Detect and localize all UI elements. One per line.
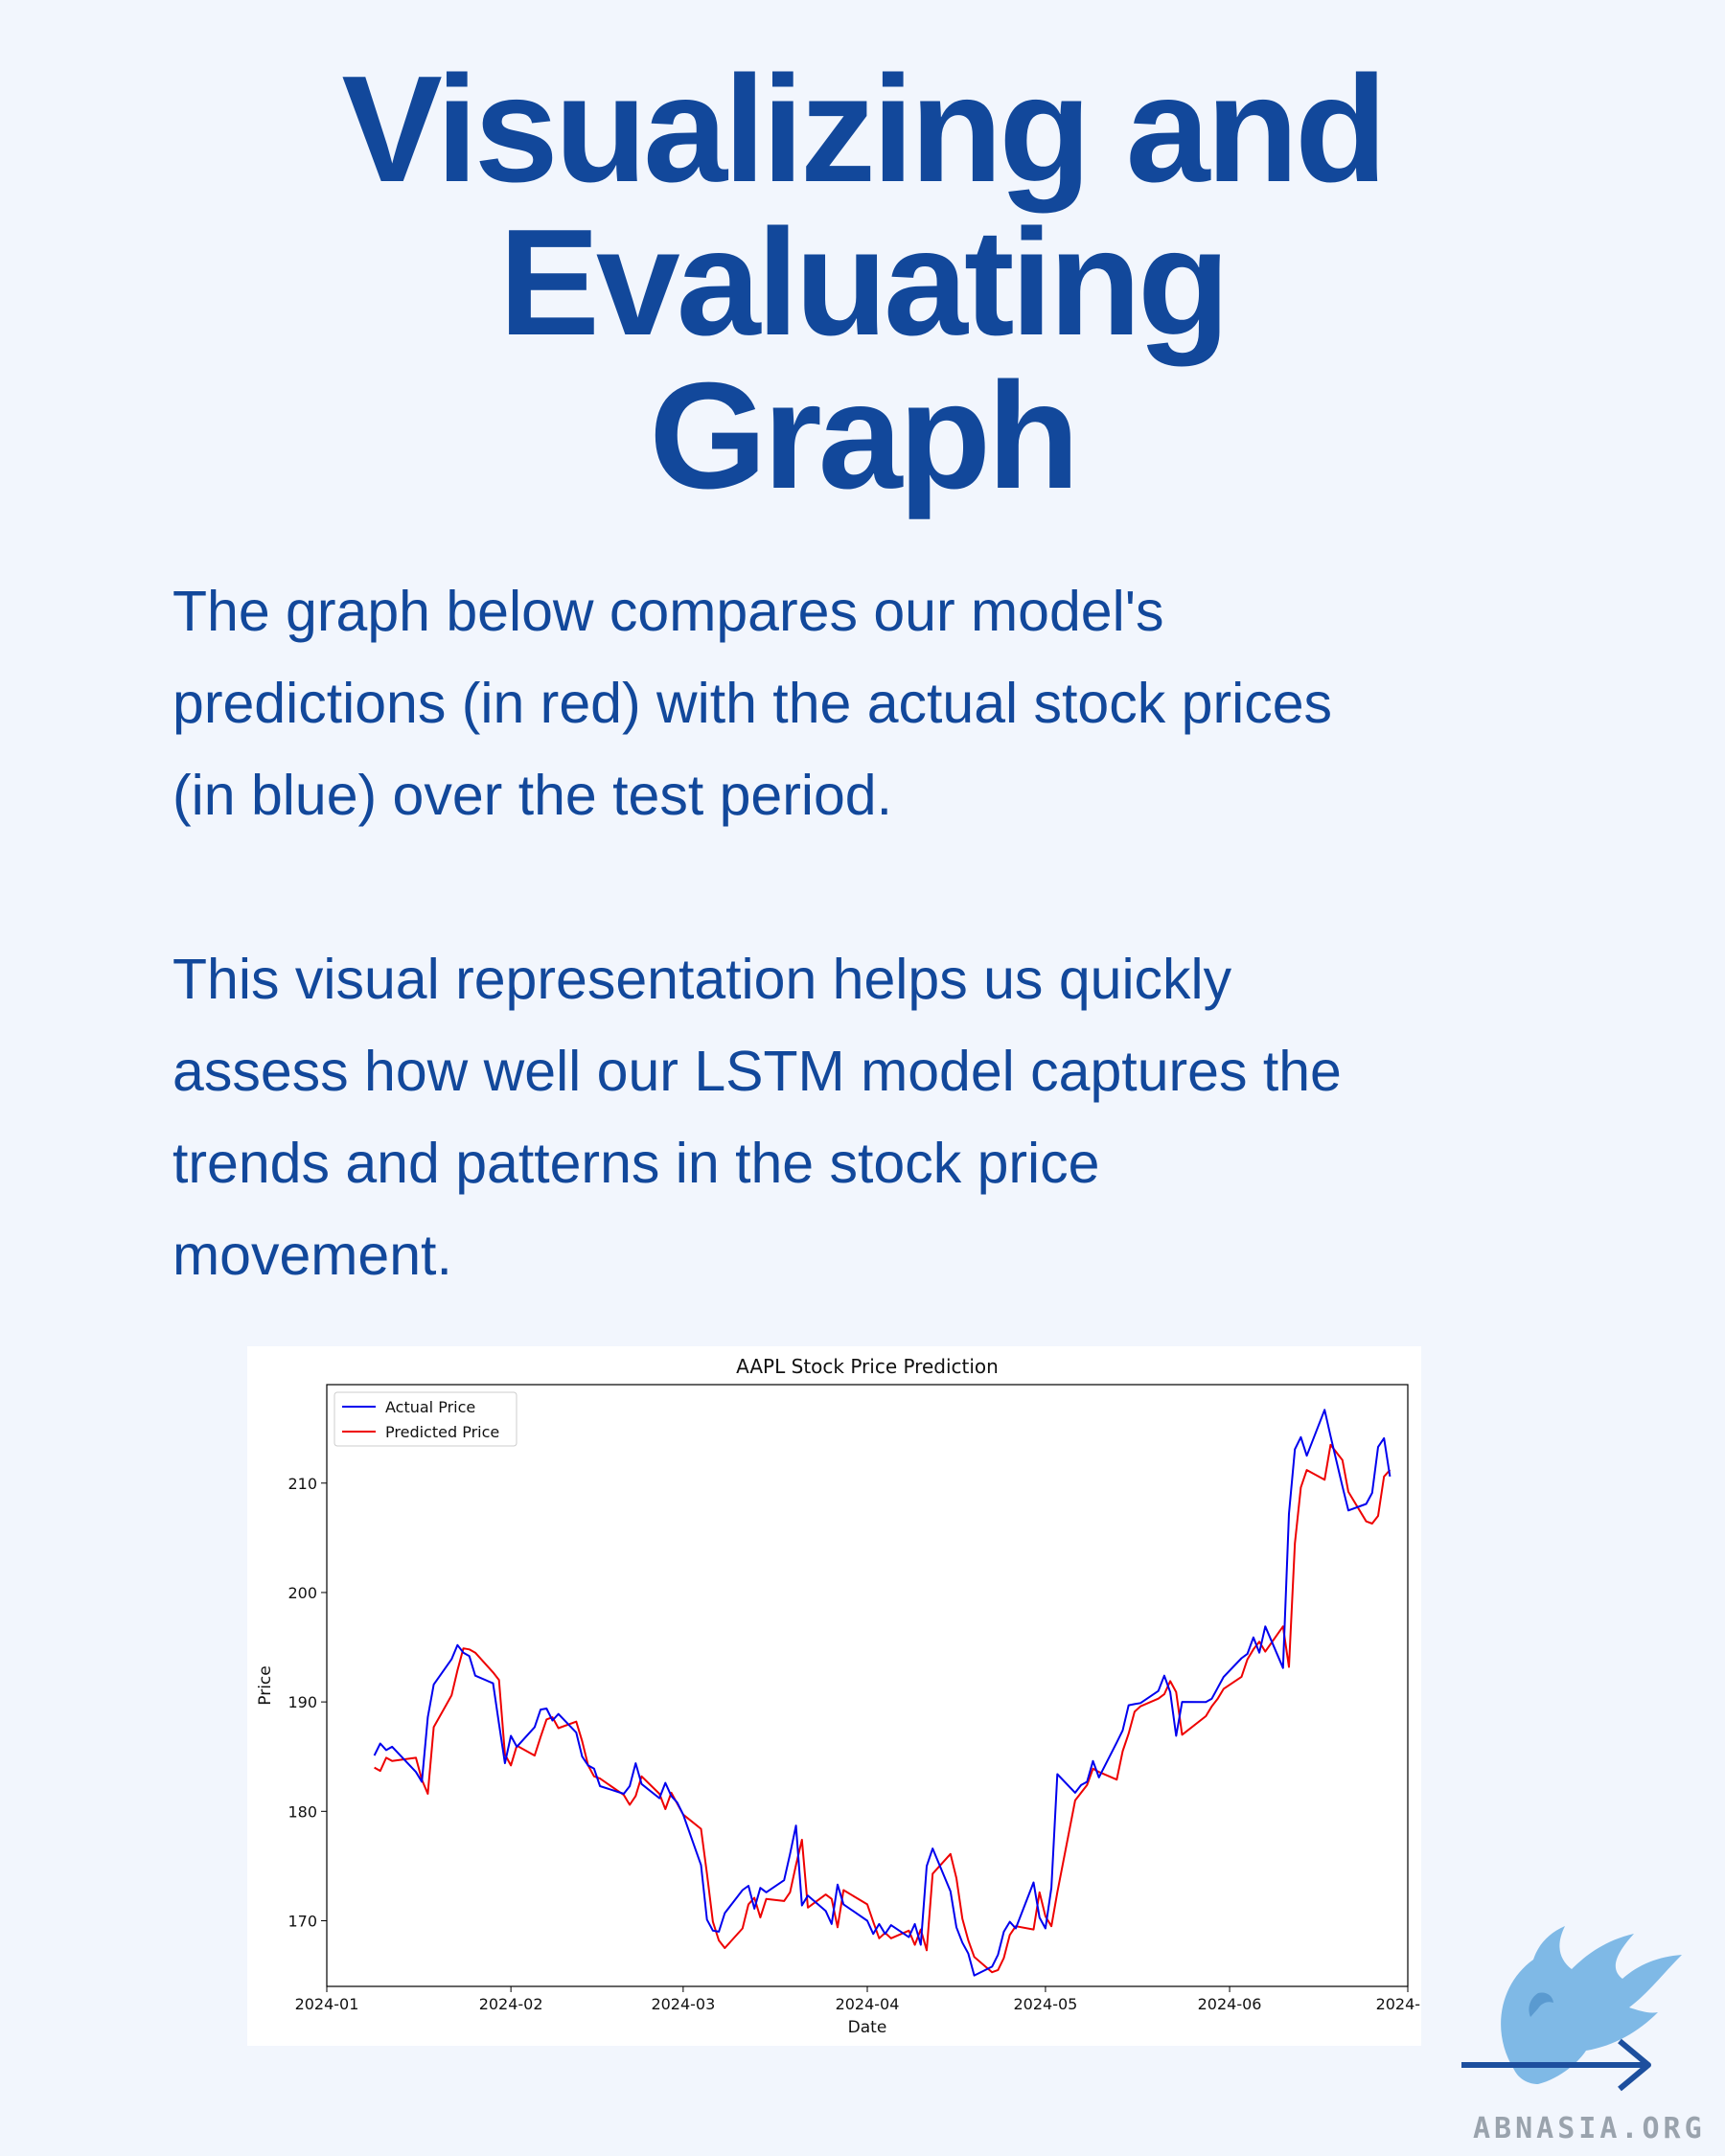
- p2-line-3: trends and patterns in the stock price: [172, 1132, 1100, 1195]
- x-tick-label: 2024-03: [651, 1995, 715, 2013]
- plot-frame: [326, 1384, 1409, 1987]
- legend-label-predicted: Predicted Price: [385, 1423, 499, 1441]
- title-line-2: Evaluating: [498, 198, 1230, 367]
- chart-card: 2024-01 2024-02 2024-03 2024-04 2024-05 2024-…: [247, 1346, 1421, 2046]
- p2-line-1: This visual representation helps us quic…: [172, 948, 1232, 1011]
- p1-line-2: predictions (in red) with the actual sto…: [172, 672, 1333, 735]
- page-title: Visualizing and Evaluating Graph: [0, 53, 1725, 513]
- title-line-1: Visualizing and: [341, 45, 1387, 214]
- y-tick-label: 210: [288, 1475, 317, 1493]
- p1-line-1: The graph below compares our model's: [172, 580, 1164, 643]
- stock-price-chart: 2024-01 2024-02 2024-03 2024-04 2024-05 2024-…: [256, 1355, 1421, 2037]
- y-tick-label: 190: [288, 1693, 317, 1711]
- chart-legend: Actual Price Predicted Price: [334, 1391, 518, 1447]
- x-tick-label: 2024-04: [836, 1995, 900, 2013]
- y-tick-label: 170: [288, 1912, 317, 1930]
- p1-line-3: (in blue) over the test period.: [172, 764, 893, 827]
- y-axis-title: Price: [256, 1665, 275, 1705]
- logo-bird-shape: [1501, 1926, 1682, 2084]
- logo-text: ABNASIA.ORG: [1473, 2112, 1706, 2145]
- actual-price-line: [373, 1409, 1392, 1977]
- y-tick-label: 180: [288, 1802, 317, 1821]
- chart-title: AAPL Stock Price Prediction: [736, 1355, 999, 1378]
- x-tick-label: 2024-01: [295, 1995, 359, 2013]
- x-tick-label: 2024-02: [479, 1995, 543, 2013]
- x-tick-label: 2024-06: [1198, 1995, 1262, 2013]
- logo-bird-head: [1529, 1992, 1553, 2017]
- abnasia-logo-icon: [1461, 1926, 1682, 2092]
- predicted-price-line: [374, 1443, 1392, 1974]
- p2-line-2: assess how well our LSTM model captures …: [172, 1040, 1342, 1103]
- x-tick-label: 2024-05: [1014, 1995, 1078, 2013]
- p2-line-4: movement.: [172, 1224, 452, 1287]
- x-tick-label: 2024-07: [1376, 1995, 1421, 2013]
- title-line-3: Graph: [649, 352, 1079, 520]
- logo-arrow-head: [1618, 2038, 1651, 2092]
- legend-label-actual: Actual Price: [385, 1398, 475, 1416]
- explanation-paragraph: This visual representation helps us quic…: [172, 933, 1572, 1301]
- legend-box: [334, 1391, 518, 1447]
- y-tick-label: 200: [288, 1584, 317, 1602]
- intro-paragraph: The graph below compares our model's pre…: [172, 565, 1572, 841]
- x-axis-title: Date: [848, 2018, 887, 2037]
